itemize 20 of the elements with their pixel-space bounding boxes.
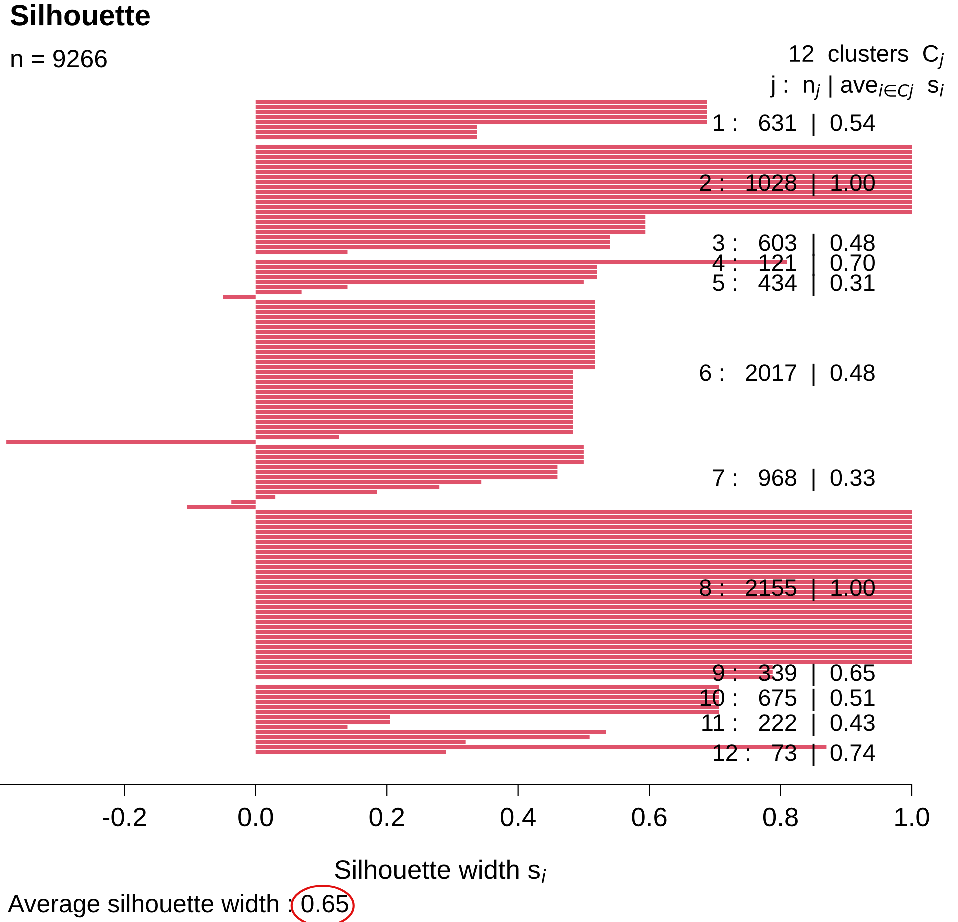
x-tick-label: 0.6 [632, 808, 667, 827]
y-tick-label: 1 : 631 | 0.54 [714, 114, 876, 136]
text: 12 clusters C$_{j}$ [790, 44, 944, 70]
x-tick-label: 0.8 [763, 808, 798, 827]
text: Average silhouette width : 0.65 [8, 894, 348, 918]
chart-subtitle: n = 9266 [12, 50, 107, 68]
x-tick-label: 0.4 [501, 808, 536, 827]
y-tick-label: 6 : 2017 | 0.48 [700, 364, 875, 386]
x-tick-label: 0.2 [370, 808, 404, 827]
chart-title: Silhouette [10, 4, 150, 26]
text: j : n$_{j}$ | ave$_{i∈Cj}$ s$_{i}$ [770, 76, 944, 100]
bar [6, 440, 256, 444]
y-tick-label: 7 : 968 | 0.33 [713, 468, 875, 492]
bar [223, 296, 256, 300]
y-tick-label: 11 : 222 | 0.43 [702, 714, 875, 736]
x-tick-label: -0.2 [103, 808, 146, 827]
x-tick-label: 1.0 [896, 808, 930, 827]
x-axis-title: Silhouette width s$_{i}$ [335, 860, 546, 884]
y-tick-label: 12 : 73 | 0.74 [714, 744, 876, 766]
x-tick-label: 0.0 [238, 808, 274, 827]
